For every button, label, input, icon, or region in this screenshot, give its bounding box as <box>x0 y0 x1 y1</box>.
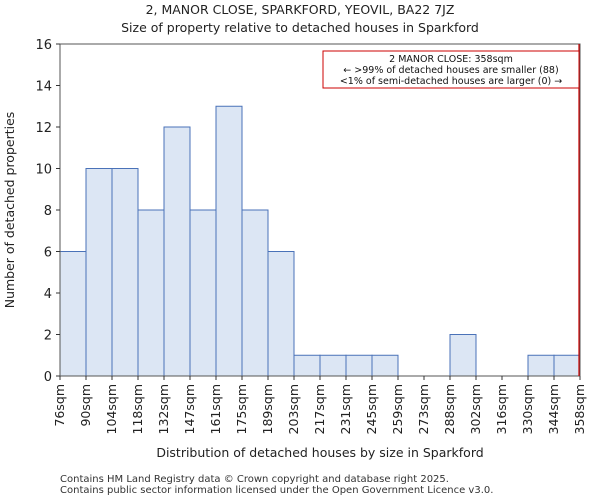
x-tick-label-288sqm: 288sqm <box>442 384 457 434</box>
x-tick-label-358sqm: 358sqm <box>572 384 587 434</box>
x-tick-label-147sqm: 147sqm <box>182 384 197 434</box>
x-tick-label-259sqm: 259sqm <box>390 384 405 434</box>
x-tick-label-316sqm: 316sqm <box>494 384 509 434</box>
y-tick-label-16: 16 <box>35 38 52 53</box>
y-axis-label: Number of detached properties <box>2 112 17 309</box>
annotation-line-3: <1% of semi-detached houses are larger (… <box>340 76 562 87</box>
x-tick-label-76sqm: 76sqm <box>52 384 67 427</box>
bar-118sqm <box>137 209 165 377</box>
bar-217sqm <box>319 354 347 377</box>
x-tick-label-302sqm: 302sqm <box>468 384 483 434</box>
bar-104sqm <box>111 168 139 377</box>
bar-330sqm <box>527 354 555 377</box>
x-tick-label-273sqm: 273sqm <box>416 384 431 434</box>
x-tick-label-90sqm: 90sqm <box>78 384 93 427</box>
annotation-box <box>322 50 580 89</box>
x-tick-label-217sqm: 217sqm <box>312 384 327 434</box>
x-tick-label-231sqm: 231sqm <box>338 384 353 434</box>
x-tick-label-344sqm: 344sqm <box>546 384 561 434</box>
y-tick-label-4: 4 <box>44 287 52 302</box>
x-tick-label-203sqm: 203sqm <box>286 384 301 434</box>
x-tick-label-118sqm: 118sqm <box>130 384 145 434</box>
bar-147sqm <box>189 209 217 377</box>
y-tick-label-6: 6 <box>44 246 52 261</box>
y-tick-label-8: 8 <box>44 204 52 219</box>
bar-288sqm <box>449 334 477 377</box>
bar-175sqm <box>241 209 269 377</box>
x-tick-label-104sqm: 104sqm <box>104 384 119 434</box>
x-tick-label-132sqm: 132sqm <box>156 384 171 434</box>
bar-245sqm <box>371 354 399 377</box>
x-axis-label: Distribution of detached houses by size … <box>156 445 483 460</box>
chart-title-address: 2, MANOR CLOSE, SPARKFORD, YEOVIL, BA22 … <box>145 2 455 17</box>
x-tick-label-189sqm: 189sqm <box>260 384 275 434</box>
x-tick-label-175sqm: 175sqm <box>234 384 249 434</box>
annotation-line-1: 2 MANOR CLOSE: 358sqm <box>389 54 513 65</box>
y-tick-label-0: 0 <box>44 370 52 385</box>
bar-189sqm <box>267 251 295 377</box>
footer-line-1: Contains HM Land Registry data © Crown c… <box>60 474 449 485</box>
bar-90sqm <box>85 168 113 377</box>
bar-76sqm <box>59 251 87 377</box>
y-tick-label-14: 14 <box>35 80 52 95</box>
bar-344sqm <box>553 354 581 377</box>
y-tick-label-2: 2 <box>44 329 52 344</box>
bar-231sqm <box>345 354 373 377</box>
annotation-line-2: ← >99% of detached houses are smaller (8… <box>343 65 558 76</box>
bar-203sqm <box>293 354 321 377</box>
y-tick-label-12: 12 <box>35 121 52 136</box>
bar-132sqm <box>163 126 191 377</box>
chart-title: Size of property relative to detached ho… <box>121 20 479 35</box>
bar-161sqm <box>215 105 243 377</box>
footer-line-2: Contains public sector information licen… <box>60 485 494 496</box>
x-tick-label-330sqm: 330sqm <box>520 384 535 434</box>
y-tick-label-10: 10 <box>35 163 52 178</box>
x-tick-label-161sqm: 161sqm <box>208 384 223 434</box>
x-tick-label-245sqm: 245sqm <box>364 384 379 434</box>
